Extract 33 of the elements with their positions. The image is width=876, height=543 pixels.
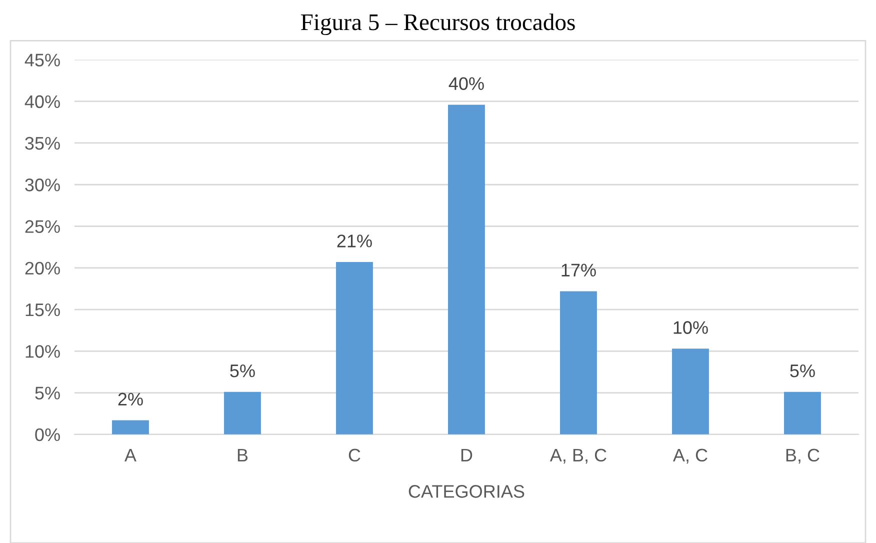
y-tick-label: 5% bbox=[35, 386, 60, 400]
data-label: 21% bbox=[337, 234, 372, 248]
bar bbox=[560, 291, 597, 434]
x-tick-label: A bbox=[124, 448, 136, 462]
y-tick-label: 35% bbox=[25, 136, 60, 150]
x-tick-label: C bbox=[348, 448, 360, 462]
data-label: 40% bbox=[448, 77, 484, 90]
x-tick-label: B, C bbox=[786, 448, 820, 464]
y-tick-label: 40% bbox=[24, 95, 60, 108]
data-label: 5% bbox=[790, 364, 815, 378]
y-tick-label: 20% bbox=[25, 262, 60, 275]
y-tick-label: 15% bbox=[26, 304, 60, 316]
x-tick-label: D bbox=[461, 448, 472, 462]
y-tick-label: 25% bbox=[25, 220, 60, 233]
y-tick-label: 45% bbox=[24, 54, 60, 66]
x-tick-label: A, C bbox=[672, 448, 708, 464]
chart-title: Figura 5 – Recursos trocados bbox=[300, 14, 575, 36]
x-tick-label: B bbox=[238, 448, 248, 462]
bar bbox=[336, 262, 373, 434]
bar bbox=[448, 104, 485, 434]
data-label: 17% bbox=[562, 264, 596, 276]
data-label: 2% bbox=[118, 392, 143, 406]
x-tick-label: A, B, C bbox=[550, 448, 606, 464]
x-axis-title: CATEGORIAS bbox=[408, 485, 524, 498]
y-tick-label: 10% bbox=[26, 345, 60, 358]
y-tick-label: 0% bbox=[35, 428, 60, 442]
y-tick-label: 30% bbox=[25, 178, 60, 192]
bar bbox=[784, 392, 821, 434]
bar bbox=[224, 392, 261, 434]
bar bbox=[672, 348, 709, 434]
data-label: 5% bbox=[230, 364, 255, 378]
data-label: 10% bbox=[674, 321, 708, 334]
bar bbox=[112, 420, 149, 434]
